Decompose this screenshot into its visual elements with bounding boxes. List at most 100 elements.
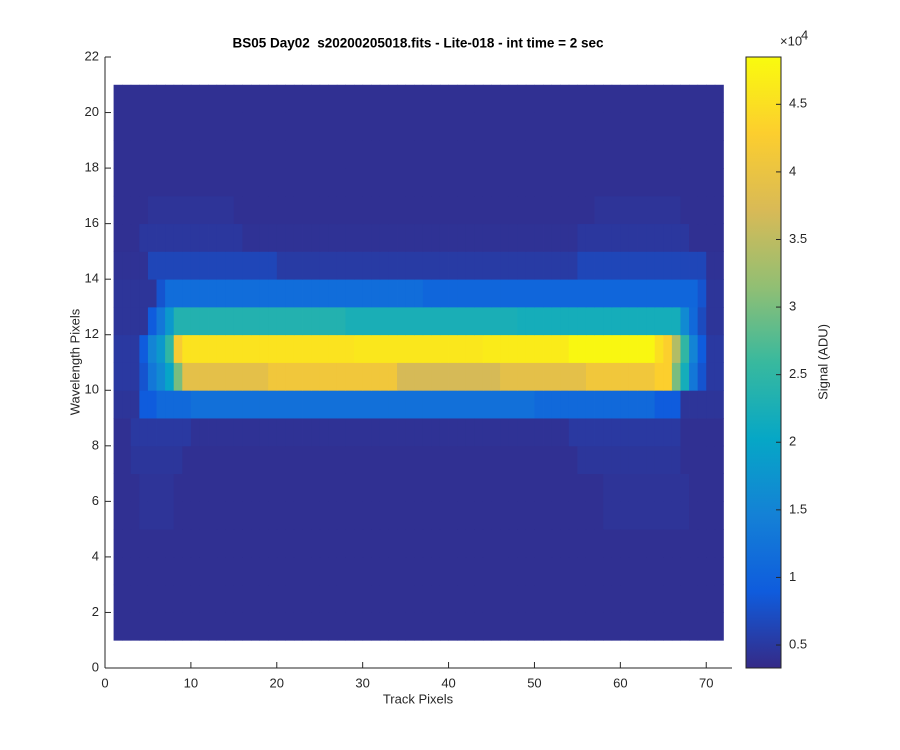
- heatmap-cell: [474, 584, 484, 613]
- heatmap-cell: [173, 84, 183, 113]
- heatmap-cell: [139, 445, 149, 474]
- heatmap-cell: [354, 334, 364, 363]
- heatmap-cell: [431, 529, 441, 558]
- heatmap-cell: [130, 445, 140, 474]
- heatmap-cell: [328, 306, 338, 336]
- heatmap-cell: [474, 195, 484, 225]
- heatmap-cell: [491, 362, 501, 391]
- heatmap-cell: [482, 84, 492, 113]
- heatmap-cell: [560, 418, 570, 447]
- heatmap-cell: [646, 223, 656, 252]
- heatmap-cell: [491, 140, 501, 169]
- heatmap-cell: [568, 334, 578, 363]
- heatmap-cell: [603, 334, 613, 363]
- heatmap-cell: [680, 584, 690, 613]
- heatmap-cell: [560, 445, 570, 474]
- heatmap-cell: [405, 390, 415, 419]
- heatmap-cell: [345, 473, 355, 502]
- heatmap-cell: [663, 223, 673, 252]
- y-tick-label: 6: [92, 493, 99, 508]
- heatmap-cell: [311, 473, 321, 502]
- heatmap-cell: [457, 168, 467, 197]
- heatmap-cell: [525, 306, 535, 336]
- heatmap-cell: [302, 584, 312, 613]
- heatmap-cell: [405, 445, 415, 474]
- heatmap-cell: [577, 223, 587, 252]
- heatmap-cell: [302, 168, 312, 197]
- heatmap-cell: [422, 279, 432, 308]
- heatmap-cell: [208, 195, 218, 225]
- heatmap-cell: [165, 612, 175, 641]
- heatmap-cell: [130, 418, 140, 447]
- heatmap-cell: [448, 445, 458, 474]
- heatmap-cell: [663, 418, 673, 447]
- heatmap-cell: [405, 140, 415, 169]
- heatmap-cell: [328, 279, 338, 308]
- heatmap-cell: [637, 334, 647, 363]
- heatmap-cell: [405, 334, 415, 363]
- heatmap-cell: [199, 501, 209, 530]
- heatmap-cell: [637, 112, 647, 141]
- heatmap-cell: [628, 306, 638, 336]
- heatmap-cell: [663, 362, 673, 391]
- heatmap-cell: [397, 334, 407, 363]
- heatmap-cell: [328, 501, 338, 530]
- heatmap-cell: [422, 612, 432, 641]
- heatmap-cell: [233, 529, 243, 558]
- heatmap-cell: [113, 612, 123, 641]
- heatmap-cell: [474, 306, 484, 336]
- heatmap-cell: [156, 390, 166, 419]
- heatmap-cell: [706, 362, 716, 391]
- heatmap-cell: [534, 112, 544, 141]
- heatmap-cell: [293, 140, 303, 169]
- heatmap-cell: [414, 334, 424, 363]
- heatmap-cell: [620, 501, 630, 530]
- heatmap-cell: [457, 390, 467, 419]
- heatmap-cell: [543, 112, 553, 141]
- heatmap-cell: [525, 584, 535, 613]
- heatmap-cell: [397, 84, 407, 113]
- heatmap-cell: [585, 251, 595, 280]
- heatmap-cell: [405, 529, 415, 558]
- heatmap-cell: [345, 168, 355, 197]
- heatmap-cell: [465, 306, 475, 336]
- heatmap-cell: [165, 112, 175, 141]
- heatmap-cell: [482, 140, 492, 169]
- heatmap-cell: [405, 306, 415, 336]
- heatmap-cell: [259, 362, 269, 391]
- heatmap-cell: [388, 279, 398, 308]
- heatmap-cell: [293, 279, 303, 308]
- heatmap-cell: [491, 251, 501, 280]
- heatmap-cell: [491, 390, 501, 419]
- heatmap-cell: [534, 279, 544, 308]
- heatmap-cell: [671, 140, 681, 169]
- heatmap-cell: [551, 195, 561, 225]
- heatmap-cell: [457, 112, 467, 141]
- heatmap-cell: [697, 501, 707, 530]
- heatmap-cell: [714, 223, 724, 252]
- heatmap-cell: [474, 445, 484, 474]
- heatmap-cell: [345, 445, 355, 474]
- heatmap-cell: [482, 223, 492, 252]
- heatmap-cell: [208, 501, 218, 530]
- heatmap-cell: [534, 529, 544, 558]
- heatmap-cell: [654, 195, 664, 225]
- heatmap-cell: [551, 418, 561, 447]
- heatmap-cell: [568, 223, 578, 252]
- heatmap-cell: [508, 556, 518, 586]
- heatmap-cell: [439, 251, 449, 280]
- heatmap-cell: [147, 168, 157, 197]
- heatmap-cell: [165, 334, 175, 363]
- heatmap-cell: [568, 279, 578, 308]
- heatmap-cell: [379, 195, 389, 225]
- heatmap-cell: [508, 612, 518, 641]
- heatmap-cell: [620, 612, 630, 641]
- heatmap-cell: [577, 612, 587, 641]
- heatmap-cell: [594, 362, 604, 391]
- heatmap-cell: [534, 362, 544, 391]
- heatmap-cell: [482, 390, 492, 419]
- heatmap-cell: [242, 556, 252, 586]
- heatmap-cell: [543, 362, 553, 391]
- x-tick-label: 0: [101, 675, 108, 690]
- heatmap-cell: [251, 362, 261, 391]
